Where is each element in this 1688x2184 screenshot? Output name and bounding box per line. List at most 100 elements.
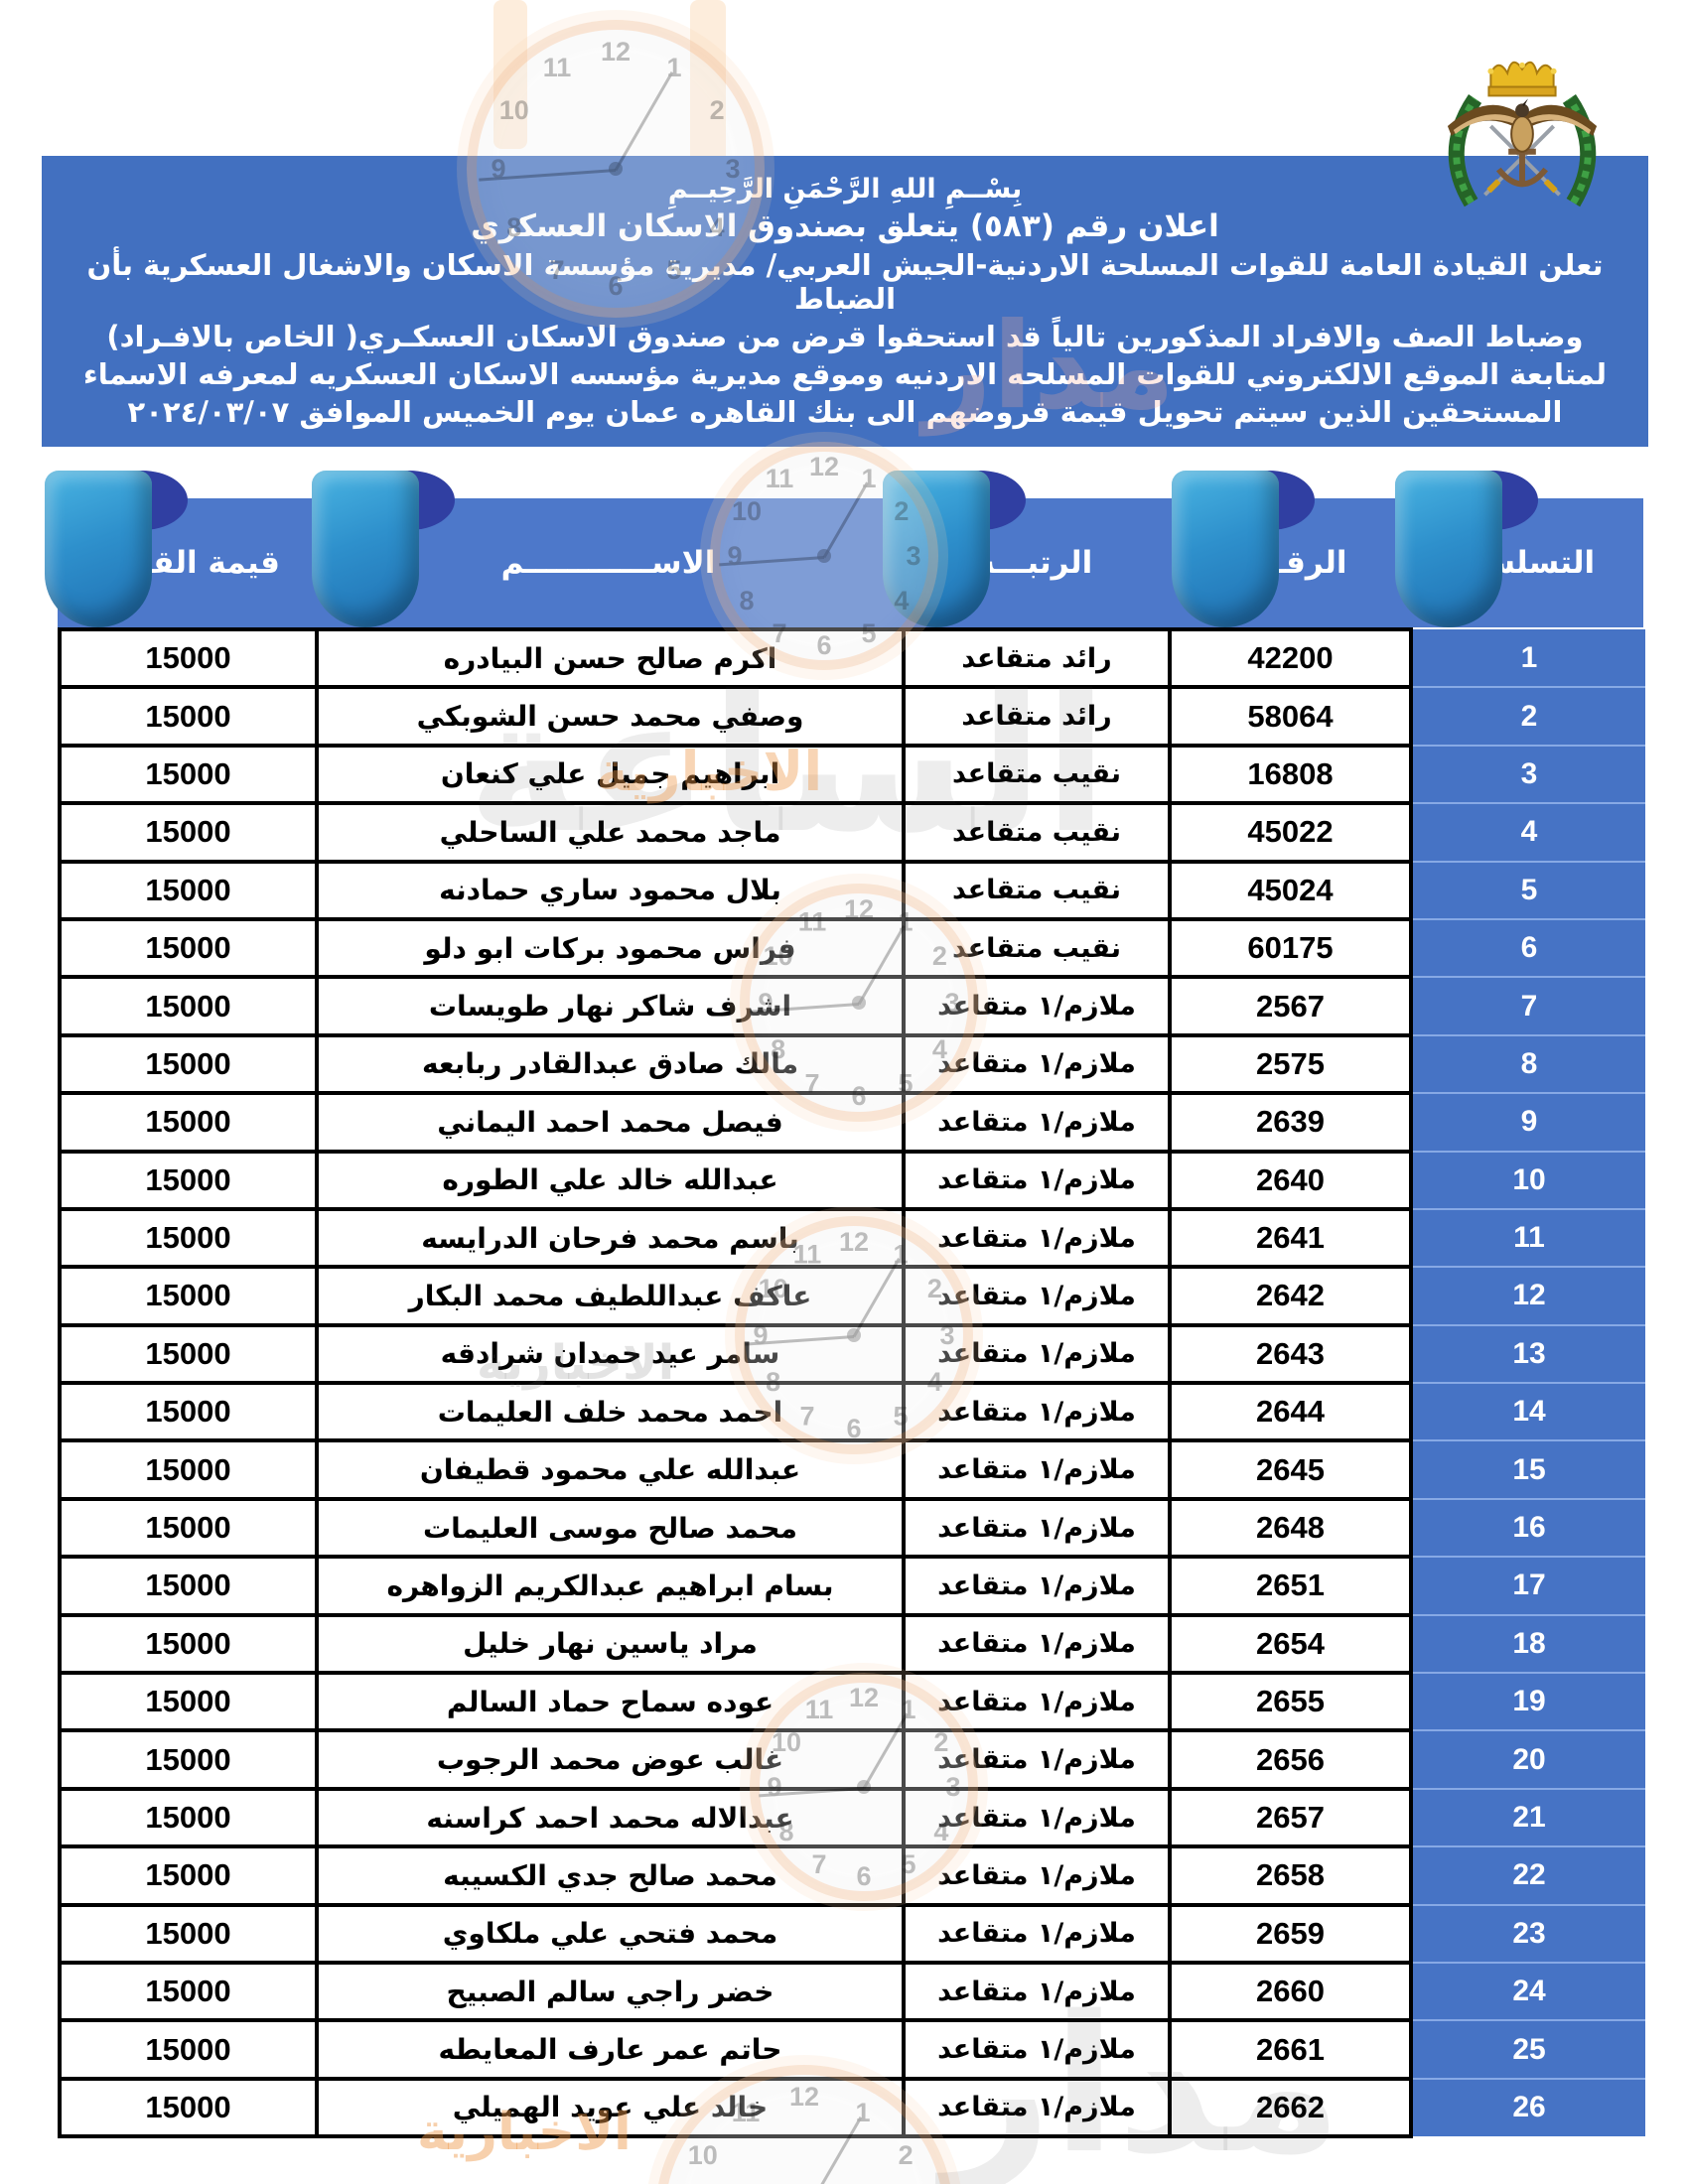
cell-name: غالب عوض محمد الرجوب xyxy=(315,1728,906,1791)
cell-name: اكرم صالح حسن البيادره xyxy=(315,626,906,690)
cell-loan: 15000 xyxy=(58,2076,319,2139)
cell-loan: 15000 xyxy=(58,1206,319,1270)
cell-name: عبدالله خالد علي الطوره xyxy=(315,1149,906,1211)
cell-number: 58064 xyxy=(1168,685,1413,748)
cell-name: احمد محمد خلف العليمات xyxy=(315,1381,906,1443)
cell-name: مالك صادق عبدالقادر ربابعه xyxy=(315,1032,906,1096)
cell-serial: 26 xyxy=(1409,2077,1645,2137)
cell-number: 60175 xyxy=(1168,916,1413,980)
table-row: 4 45022 نقيب متقاعد ماجد محمد علي الساحل… xyxy=(58,801,1645,864)
cell-loan: 15000 xyxy=(58,1728,319,1791)
watermark-bar xyxy=(493,0,527,149)
cell-rank: رائد متقاعد xyxy=(902,626,1172,690)
cell-serial: 7 xyxy=(1409,976,1645,1035)
cell-rank: ملازم/١ متقاعد xyxy=(902,1091,1172,1154)
cell-loan: 15000 xyxy=(58,1844,319,1907)
table-row: 7 2567 ملازم/١ متقاعد اشرف شاكر نهار طوي… xyxy=(58,975,1645,1037)
cell-rank: ملازم/١ متقاعد xyxy=(902,1671,1172,1733)
cell-rank: ملازم/١ متقاعد xyxy=(902,1149,1172,1211)
cell-number: 2658 xyxy=(1168,1844,1413,1907)
cell-name: سامر عيد حمدان شرادقه xyxy=(315,1322,906,1386)
cell-loan: 15000 xyxy=(58,1438,319,1501)
cell-serial: 20 xyxy=(1409,1729,1645,1789)
cell-name: حاتم عمر عارف المعايطه xyxy=(315,2018,906,2081)
cell-number: 2655 xyxy=(1168,1671,1413,1733)
cell-serial: 24 xyxy=(1409,1961,1645,2021)
cell-rank: ملازم/١ متقاعد xyxy=(902,1960,1172,2023)
cell-number: 2575 xyxy=(1168,1032,1413,1096)
cell-loan: 15000 xyxy=(58,859,319,921)
cell-loan: 15000 xyxy=(58,1612,319,1676)
cell-serial: 23 xyxy=(1409,1903,1645,1963)
cell-name: ابراهيم جميل علي كنعان xyxy=(315,743,906,806)
cell-name: فراس محمود بركات ابو دلو xyxy=(315,916,906,980)
cell-number: 2567 xyxy=(1168,975,1413,1037)
table-row: 21 2657 ملازم/١ متقاعد عبدالاله محمد احم… xyxy=(58,1786,1645,1849)
cell-name: خالد علي عويد الهميلي xyxy=(315,2076,906,2139)
cell-name: عوده سماح حماد السالم xyxy=(315,1671,906,1733)
table-row: 23 2659 ملازم/١ متقاعد محمد فتحي علي ملك… xyxy=(58,1902,1645,1965)
cell-name: وصفي محمد حسن الشوبكي xyxy=(315,685,906,748)
cell-name: بلال محمود ساري حمادنه xyxy=(315,859,906,921)
cell-name: محمد صالح موسى العليمات xyxy=(315,1496,906,1560)
table-row: 8 2575 ملازم/١ متقاعد مالك صادق عبدالقاد… xyxy=(58,1032,1645,1096)
cell-rank: ملازم/١ متقاعد xyxy=(902,1438,1172,1501)
cell-number: 45024 xyxy=(1168,859,1413,921)
scroll-ornament-icon xyxy=(1172,471,1315,627)
column-header-name: الاســــــــــــم xyxy=(500,545,716,581)
scroll-ornament-icon xyxy=(45,471,188,627)
cell-serial: 1 xyxy=(1409,629,1645,688)
table-row: 15 2645 ملازم/١ متقاعد عبدالله علي محمود… xyxy=(58,1438,1645,1501)
cell-name: اشرف شاكر نهار طويسات xyxy=(315,975,906,1037)
cell-name: بسام ابراهيم عبدالكريم الزواهره xyxy=(315,1555,906,1617)
cell-number: 2639 xyxy=(1168,1091,1413,1154)
cell-loan: 15000 xyxy=(58,1265,319,1327)
cell-rank: ملازم/١ متقاعد xyxy=(902,1555,1172,1617)
cell-loan: 15000 xyxy=(58,626,319,690)
watermark-bar xyxy=(690,0,726,174)
cell-rank: ملازم/١ متقاعد xyxy=(902,1032,1172,1096)
cell-serial: 22 xyxy=(1409,1845,1645,1905)
cell-loan: 15000 xyxy=(58,1786,319,1849)
beneficiaries-table: 1 42200 رائد متقاعد اكرم صالح حسن البياد… xyxy=(58,626,1645,2139)
cell-serial: 17 xyxy=(1409,1556,1645,1615)
cell-number: 42200 xyxy=(1168,626,1413,690)
cell-serial: 3 xyxy=(1409,744,1645,804)
cell-loan: 15000 xyxy=(58,743,319,806)
announcement-banner: بِسْــمِ اللهِ الرَّحْمَنِ الرَّحِيــمِ … xyxy=(42,156,1648,447)
scroll-ornament-icon xyxy=(883,471,1026,627)
cell-number: 2662 xyxy=(1168,2076,1413,2139)
table-row: 19 2655 ملازم/١ متقاعد عوده سماح حماد ال… xyxy=(58,1671,1645,1733)
cell-loan: 15000 xyxy=(58,1381,319,1443)
announcement-line-1: تعلن القيادة العامة للقوات المسلحة الارد… xyxy=(86,248,1604,316)
cell-loan: 15000 xyxy=(58,1902,319,1965)
table-row: 10 2640 ملازم/١ متقاعد عبدالله خالد علي … xyxy=(58,1149,1645,1211)
cell-number: 2640 xyxy=(1168,1149,1413,1211)
cell-rank: ملازم/١ متقاعد xyxy=(902,2076,1172,2139)
announcement-line-3: لمتابعة الموقع الالكتروني للقوات المسلحه… xyxy=(82,357,1608,391)
table-row: 13 2643 ملازم/١ متقاعد سامر عيد حمدان شر… xyxy=(58,1322,1645,1386)
bismillah-text: بِسْــمِ اللهِ الرَّحْمَنِ الرَّحِيــمِ xyxy=(667,174,1023,205)
table-row: 17 2651 ملازم/١ متقاعد بسام ابراهيم عبدا… xyxy=(58,1555,1645,1617)
cell-name: ماجد محمد علي الساحلي xyxy=(315,801,906,864)
cell-serial: 6 xyxy=(1409,917,1645,978)
table-row: 12 2642 ملازم/١ متقاعد عاكف عبداللطيف مح… xyxy=(58,1265,1645,1327)
cell-rank: ملازم/١ متقاعد xyxy=(902,2018,1172,2081)
cell-serial: 5 xyxy=(1409,860,1645,919)
cell-name: باسم محمد فرحان الدرايسه xyxy=(315,1206,906,1270)
cell-loan: 15000 xyxy=(58,1149,319,1211)
table-row: 24 2660 ملازم/١ متقاعد خضر راجي سالم الص… xyxy=(58,1960,1645,2023)
cell-name: عاكف عبداللطيف محمد البكار xyxy=(315,1265,906,1327)
cell-loan: 15000 xyxy=(58,2018,319,2081)
cell-name: مراد ياسين نهار خليل xyxy=(315,1612,906,1676)
cell-serial: 13 xyxy=(1409,1323,1645,1384)
table-row: 11 2641 ملازم/١ متقاعد باسم محمد فرحان ا… xyxy=(58,1206,1645,1270)
cell-rank: ملازم/١ متقاعد xyxy=(902,1496,1172,1560)
table-row: 5 45024 نقيب متقاعد بلال محمود ساري حماد… xyxy=(58,859,1645,921)
cell-number: 2654 xyxy=(1168,1612,1413,1676)
cell-serial: 8 xyxy=(1409,1033,1645,1094)
scroll-ornament-icon xyxy=(1395,471,1538,627)
cell-rank: ملازم/١ متقاعد xyxy=(902,1902,1172,1965)
cell-number: 2661 xyxy=(1168,2018,1413,2081)
